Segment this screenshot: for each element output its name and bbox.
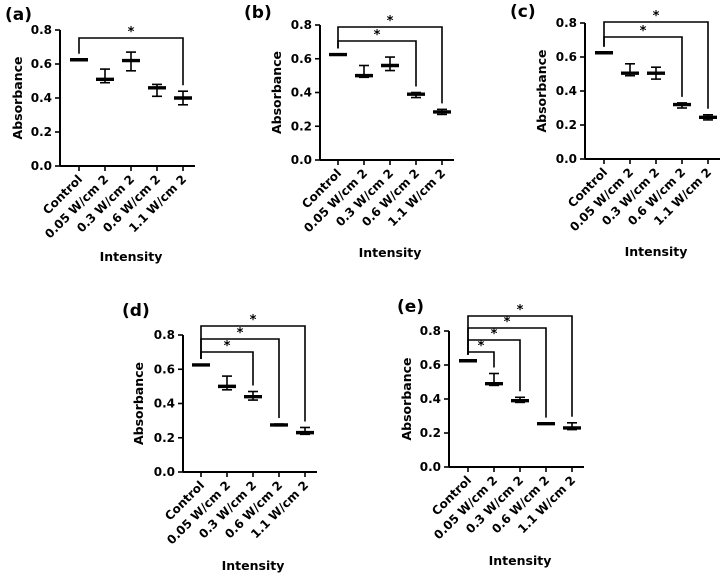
panel-c-ytick-label: 0.0	[556, 152, 577, 166]
panel-e-ytick-label: 0.4	[420, 392, 441, 406]
panel-d-sig-bracket	[200, 325, 306, 422]
panel-c-ytick-label: 0.2	[556, 118, 577, 132]
panel-b-ytick-label: 0.2	[291, 119, 312, 133]
panel-a-ytick-label: 0.0	[31, 159, 52, 173]
panel-e-label: (e)	[397, 297, 424, 317]
panel-a-ytick-label: 0.6	[31, 57, 52, 71]
panel-e-y-title: Absorbance	[399, 358, 414, 441]
panel-e-sig-star: *	[504, 315, 511, 330]
panel-c-sig-star: *	[653, 9, 660, 24]
panel-d-label: (d)	[122, 301, 150, 321]
panel-c-y-title: Absorbance	[534, 50, 549, 133]
panel-d-ytick-label: 0.0	[154, 465, 175, 479]
panel-b-sig-bracket	[337, 26, 443, 104]
panel-c-ytick-label: 0.6	[556, 50, 577, 64]
panel-a-ytick-label: 0.4	[31, 91, 52, 105]
panel-d-ytick-label: 0.8	[154, 328, 175, 342]
panel-e-ytick-label: 0.0	[420, 460, 441, 474]
panel-a-y-title: Absorbance	[10, 57, 25, 140]
panel-e-sig-star: *	[478, 339, 485, 354]
panel-a-ytick-label: 0.8	[31, 23, 52, 37]
panel-d-y-title: Absorbance	[131, 362, 146, 445]
panel-b-sig-star: *	[387, 14, 394, 29]
panel-a-sig-bracket	[78, 37, 184, 86]
panel-c-label: (c)	[510, 2, 536, 22]
panel-e-ytick-label: 0.8	[420, 324, 441, 338]
panel-a-ytick-label: 0.2	[31, 125, 52, 139]
panel-b-y-title: Absorbance	[269, 51, 284, 134]
panel-a-sig-star: *	[128, 25, 135, 40]
panel-b-sig-bracket	[337, 40, 417, 87]
panel-d-sig-star: *	[237, 326, 244, 341]
panel-a-x-title: Intensity	[100, 249, 163, 264]
panel-d-x-title: Intensity	[222, 558, 285, 573]
panel-c-ytick-label: 0.4	[556, 84, 577, 98]
panel-e-sig-bracket	[467, 315, 573, 417]
panel-d-ytick-label: 0.6	[154, 362, 175, 376]
panel-a-label: (a)	[5, 5, 32, 25]
panel-b-ytick-label: 0.6	[291, 52, 312, 66]
panel-b-label: (b)	[244, 3, 272, 23]
panel-e-sig-star: *	[517, 303, 524, 318]
panel-d-sig-bracket	[200, 338, 280, 419]
panel-e-sig-star: *	[491, 327, 498, 342]
panel-c-sig-star: *	[640, 24, 647, 39]
panel-b-ytick-label: 0.4	[291, 86, 312, 100]
panel-d-ytick-label: 0.4	[154, 397, 175, 411]
panel-e-ytick-label: 0.6	[420, 358, 441, 372]
panel-b-ytick-label: 0.8	[291, 18, 312, 32]
panel-b-x-title: Intensity	[359, 245, 422, 260]
panel-d-ytick-label: 0.2	[154, 431, 175, 445]
panel-b-sig-star: *	[374, 28, 381, 43]
panel-b-ytick-label: 0.0	[291, 153, 312, 167]
panel-c-sig-bracket	[603, 36, 683, 97]
panel-c-x-title: Intensity	[625, 244, 688, 259]
panel-c-ytick-label: 0.8	[556, 16, 577, 30]
panel-e-x-title: Intensity	[489, 553, 552, 568]
panel-d-sig-star: *	[250, 313, 257, 328]
panel-d-sig-star: *	[224, 339, 231, 354]
panel-c-sig-bracket	[603, 21, 709, 109]
panel-e-ytick-label: 0.2	[420, 426, 441, 440]
